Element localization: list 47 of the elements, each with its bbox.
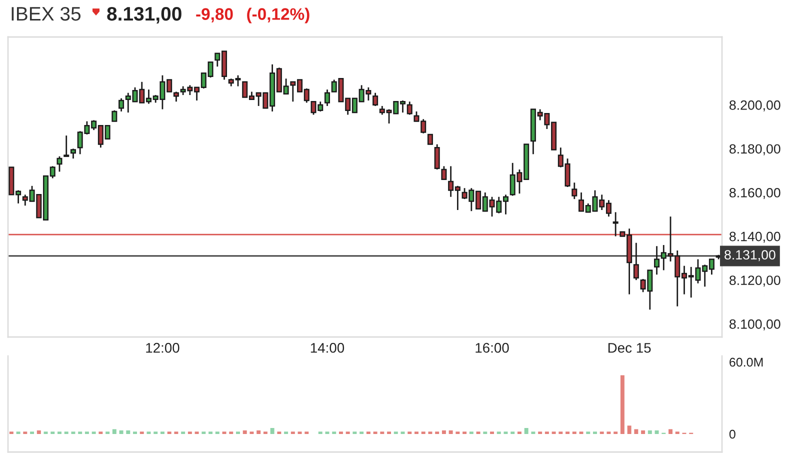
candlestick <box>572 182 578 200</box>
candlestick <box>70 148 76 160</box>
candlestick <box>633 242 639 281</box>
y-tick-label: 60.0M <box>730 358 763 367</box>
bar <box>627 426 632 434</box>
x-tick-label: 12:00 <box>146 342 180 353</box>
x-tick-label: Dec 15 <box>608 343 651 353</box>
candlestick <box>118 98 124 112</box>
y-tick-label: 0 <box>729 430 736 439</box>
candlestick <box>112 110 118 122</box>
bar <box>654 430 659 434</box>
bar <box>126 430 130 434</box>
text: -9,80 <box>196 8 233 22</box>
bar <box>119 430 124 434</box>
bar <box>668 429 672 434</box>
y-tick-label: 8.100,00 <box>730 319 780 330</box>
bar <box>442 430 446 434</box>
text: (-0,12%) <box>247 8 310 24</box>
candlestick <box>612 211 618 237</box>
y-tick-label: 8.140,00 <box>730 232 780 243</box>
bar <box>270 428 274 434</box>
y-tick-label: 8.160,00 <box>730 188 780 200</box>
bar <box>36 430 41 434</box>
chart-title: IBEX 35 <box>12 6 81 21</box>
bar <box>112 429 116 434</box>
bar <box>620 375 624 434</box>
bar <box>242 430 247 434</box>
ref-line-label: 8.131,00 <box>724 250 776 262</box>
candlestick <box>427 134 433 145</box>
bar <box>641 430 646 434</box>
y-tick-label: 8.200,00 <box>730 100 780 112</box>
y-tick-label: 8.180,00 <box>730 144 780 156</box>
y-tick-label: 8.120,00 <box>730 276 780 287</box>
candlestick <box>56 156 62 172</box>
candlestick <box>441 166 447 180</box>
bar <box>648 430 652 434</box>
text: 8.131,00 <box>107 6 182 24</box>
bar <box>448 430 453 434</box>
x-tick-label: 14:00 <box>310 342 344 353</box>
bar <box>524 428 528 434</box>
bar <box>634 429 638 434</box>
x-tick-label: 16:00 <box>476 342 509 353</box>
candlestick <box>434 144 440 170</box>
bar <box>256 430 261 434</box>
candlestick <box>372 92 378 107</box>
candlestick <box>406 100 412 116</box>
candlestick <box>64 134 70 158</box>
